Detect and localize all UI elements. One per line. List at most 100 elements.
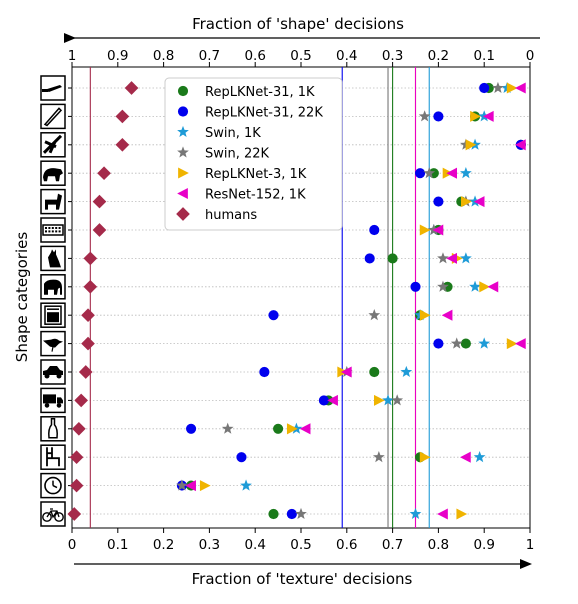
bear-icon-part — [43, 168, 63, 182]
data-point — [369, 366, 380, 378]
top-tick-label: 0.6 — [244, 48, 265, 64]
data-point — [199, 480, 211, 492]
bottle-icon-part — [48, 418, 58, 439]
data-point — [479, 82, 490, 94]
top-axis-ticks: 1 0.9 0.8 0.7 0.6 0.5 0.4 0.3 0.2 0.1 0 — [68, 48, 534, 67]
data-point — [514, 139, 526, 151]
legend-label: RepLKNet-31, 1K — [205, 85, 315, 100]
bottom-tick-label: 0.5 — [290, 537, 311, 553]
category-icons — [40, 75, 66, 527]
elephant-icon-part — [44, 279, 62, 295]
data-point — [186, 423, 197, 434]
truck-icon-part — [44, 403, 50, 408]
icon-frame — [40, 217, 66, 243]
data-point — [423, 167, 436, 179]
data-point — [92, 194, 107, 209]
oven-icon — [40, 302, 66, 328]
car-icon-part — [43, 366, 63, 375]
bottom-axis-ticks: 0 0.1 0.2 0.3 0.4 0.5 0.6 0.7 0.8 0.9 1 — [68, 528, 534, 553]
legend-frame — [164, 77, 343, 231]
bicycle-icon-part — [42, 512, 52, 522]
chair-icon — [40, 444, 66, 470]
bicycle-icon-part — [46, 508, 60, 519]
top-tick-label: 0.2 — [428, 48, 449, 64]
data-point — [72, 421, 86, 436]
keyboard-icon-part — [45, 227, 47, 229]
x-axis-title: Fraction of 'texture' decisions — [192, 570, 413, 588]
data-point — [286, 508, 297, 520]
data-point — [236, 452, 247, 463]
data-point — [479, 281, 491, 293]
data-point — [83, 251, 98, 266]
top-tick-label: 0.5 — [290, 48, 311, 64]
keyboard-icon-part — [58, 230, 61, 233]
data-point — [387, 253, 398, 264]
dog-icon-part — [45, 193, 62, 210]
legend-marker — [177, 125, 189, 137]
data-point — [268, 310, 279, 321]
data-point — [364, 253, 375, 264]
data-point — [473, 196, 485, 208]
data-point — [273, 423, 284, 434]
legend-label: RepLKNet-3, 1K — [205, 167, 307, 182]
bottom-tick-label: 0.6 — [336, 537, 357, 553]
data-point — [83, 279, 98, 294]
data-point — [506, 82, 518, 94]
data-point — [418, 110, 431, 122]
bottom-tick-label: 0.7 — [382, 537, 403, 553]
data-point — [318, 395, 329, 406]
legend: RepLKNet-31, 1K RepLKNet-31, 22K Swin, 1K S… — [164, 77, 343, 231]
top-axis-title: Fraction of 'shape' decisions — [192, 15, 404, 33]
keyboard-icon-part — [55, 230, 58, 233]
data-point — [441, 309, 453, 321]
data-point — [410, 281, 421, 292]
data-point — [327, 394, 338, 406]
top-tick-label: 0.4 — [336, 48, 357, 64]
legend-marker — [177, 146, 189, 158]
clock-icon-part — [52, 480, 58, 489]
data-point — [419, 309, 431, 321]
data-point — [450, 337, 463, 349]
data-point — [460, 451, 471, 463]
data-point — [124, 81, 139, 95]
bird-icon-part — [43, 338, 63, 348]
bicycle-icon-part — [54, 512, 64, 522]
legend-label: ResNet-152, 1K — [205, 188, 306, 203]
data-point — [268, 508, 279, 520]
bicycle-icon — [40, 501, 66, 527]
top-tick-label: 0.3 — [382, 48, 403, 64]
bottom-tick-label: 0 — [68, 537, 77, 553]
data-point — [115, 109, 130, 124]
bottom-tick-label: 0.1 — [107, 537, 128, 553]
data-point — [460, 338, 471, 349]
data-point — [492, 81, 504, 93]
legend-label: humans — [205, 208, 257, 223]
keyboard-icon-part — [48, 230, 51, 233]
data-point — [419, 451, 431, 463]
airplane-icon — [40, 132, 66, 158]
legend-label: Swin, 1K — [205, 126, 261, 141]
data-point — [433, 196, 444, 207]
clock-icon — [40, 472, 66, 499]
bottom-tick-label: 0.2 — [153, 537, 174, 553]
data-point — [419, 224, 431, 236]
data-point — [400, 365, 413, 377]
data-point — [487, 281, 499, 293]
bottom-tick-label: 0.4 — [244, 537, 265, 553]
icon-frame — [40, 416, 66, 442]
chair-icon-part — [46, 447, 60, 467]
airplane-icon-part — [42, 134, 63, 154]
data-point — [368, 309, 381, 321]
bottom-tick-label: 0.8 — [428, 537, 449, 553]
legend-label: Swin, 22K — [205, 147, 270, 162]
bird-icon — [40, 330, 66, 357]
keyboard-icon-part — [42, 224, 64, 236]
keyboard-icon-part — [51, 227, 54, 229]
dog-icon — [40, 188, 66, 215]
data-point — [240, 479, 252, 491]
data-point — [409, 507, 422, 519]
data-point — [369, 224, 380, 236]
data-point — [415, 168, 426, 179]
